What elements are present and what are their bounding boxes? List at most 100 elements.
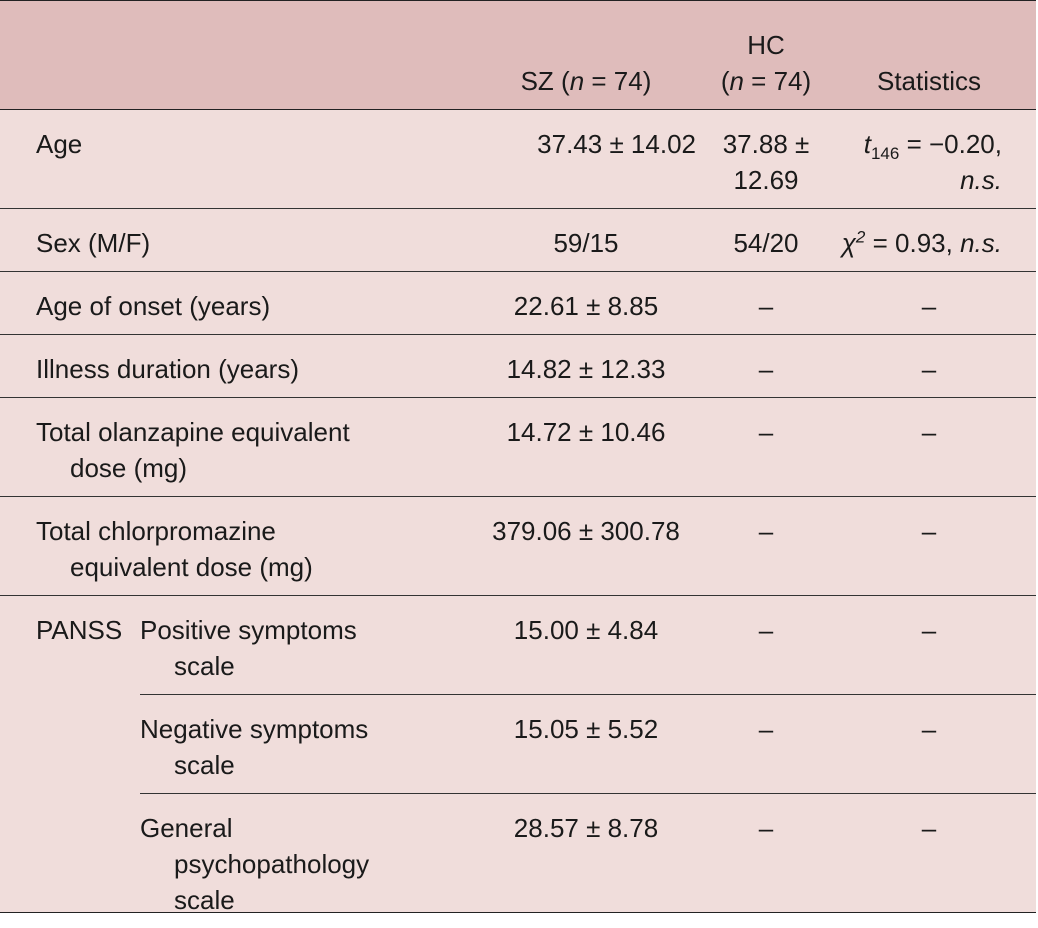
sex-stat-value: = 0.93,	[865, 228, 960, 258]
positive-label-line2: scale	[140, 648, 462, 684]
chlorpromazine-hc: –	[759, 516, 773, 546]
sex-label: Sex (M/F)	[36, 228, 150, 258]
chlorpromazine-stat: –	[922, 516, 936, 546]
general-sz: 28.57 ± 8.78	[514, 813, 658, 843]
negative-label-line1: Negative symptoms	[140, 714, 368, 744]
age-stat-value: = −0.20,	[899, 129, 1002, 159]
positive-label-line1: Positive symptoms	[140, 615, 357, 645]
sz-value: 22.61 ± 8.85	[462, 272, 710, 335]
general-label-line3: scale	[140, 882, 462, 918]
duration-label: Illness duration (years)	[36, 354, 299, 384]
duration-stat: –	[922, 354, 936, 384]
negative-sz: 15.05 ± 5.52	[514, 714, 658, 744]
duration-hc: –	[759, 354, 773, 384]
sex-sz: 59/15	[553, 228, 618, 258]
sex-stat-sup: 2	[856, 227, 865, 246]
header-row: SZ (n = 74) HC(n = 74) Statistics	[0, 1, 1036, 110]
table-row-sex: Sex (M/F) 59/15 54/20 χ2 = 0.93, n.s.	[0, 209, 1036, 272]
hc-value: –	[710, 497, 822, 596]
header-sz: SZ (n = 74)	[462, 1, 710, 110]
age-stat-df: 146	[871, 144, 899, 163]
stat-value: –	[822, 695, 1036, 794]
header-empty	[0, 1, 140, 110]
positive-stat: –	[922, 615, 936, 645]
chlorpromazine-label-line1: Total chlorpromazine	[36, 516, 276, 546]
onset-sz: 22.61 ± 8.85	[514, 291, 658, 321]
general-hc: –	[759, 813, 773, 843]
stat-value: t146 = −0.20,n.s.	[822, 110, 1036, 209]
olanzapine-sz: 14.72 ± 10.46	[507, 417, 666, 447]
negative-label-line2: scale	[140, 747, 462, 783]
chlorpromazine-label-line2: equivalent dose (mg)	[36, 549, 462, 585]
header-hc: HC(n = 74)	[710, 1, 822, 110]
header-statistics-label: Statistics	[877, 66, 981, 96]
sz-value: 14.72 ± 10.46	[462, 398, 710, 497]
stat-value: –	[822, 596, 1036, 695]
header-empty-2	[140, 1, 462, 110]
positive-hc: –	[759, 615, 773, 645]
header-hc-n: n	[729, 66, 743, 96]
header-hc-count: = 74)	[744, 66, 811, 96]
duration-sz: 14.82 ± 12.33	[507, 354, 666, 384]
olanzapine-label-line1: Total olanzapine equivalent	[36, 417, 350, 447]
hc-value: 37.88 ±12.69	[710, 110, 822, 209]
age-label: Age	[36, 129, 82, 159]
general-label-line1: General	[140, 813, 233, 843]
chlorpromazine-sz: 379.06 ± 300.78	[492, 516, 680, 546]
age-hc-line2: 12.69	[733, 165, 798, 195]
stat-value: –	[822, 398, 1036, 497]
header-sz-n: n	[570, 66, 584, 96]
stat-value: –	[822, 272, 1036, 335]
onset-label: Age of onset (years)	[36, 291, 270, 321]
olanzapine-label-line2: dose (mg)	[36, 450, 462, 486]
header-hc-label: HC	[747, 30, 785, 60]
header-sz-count: = 74)	[584, 66, 651, 96]
onset-hc: –	[759, 291, 773, 321]
sz-value: 59/15	[462, 209, 710, 272]
sex-hc: 54/20	[733, 228, 798, 258]
hc-value: –	[710, 398, 822, 497]
sz-value: 379.06 ± 300.78	[462, 497, 710, 596]
hc-value: –	[710, 695, 822, 794]
table-row-age: Age 37.43 ± 14.02 37.88 ±12.69 t146 = −0…	[0, 110, 1036, 209]
age-stat-ns: n.s.	[960, 165, 1002, 195]
sz-value: 15.00 ± 4.84	[462, 596, 710, 695]
row-label: Age of onset (years)	[0, 272, 462, 335]
row-label: Illness duration (years)	[0, 335, 462, 398]
sz-value: 28.57 ± 8.78	[462, 794, 710, 928]
sz-value: 14.82 ± 12.33	[462, 335, 710, 398]
age-sz: 37.43 ± 14.02	[537, 129, 696, 159]
header-statistics: Statistics	[822, 1, 1036, 110]
hc-value: –	[710, 794, 822, 928]
sz-value: 15.05 ± 5.52	[462, 695, 710, 794]
sex-stat-ns: n.s.	[960, 228, 1002, 258]
olanzapine-hc: –	[759, 417, 773, 447]
panss-label: PANSS	[36, 615, 122, 645]
hc-value: –	[710, 596, 822, 695]
negative-stat: –	[922, 714, 936, 744]
general-stat: –	[922, 813, 936, 843]
sex-stat-chi: χ	[842, 228, 856, 258]
negative-hc: –	[759, 714, 773, 744]
positive-sz: 15.00 ± 4.84	[514, 615, 658, 645]
panss-label-cell: PANSS	[0, 596, 140, 928]
stat-value: χ2 = 0.93, n.s.	[822, 209, 1036, 272]
stat-value: –	[822, 794, 1036, 928]
olanzapine-stat: –	[922, 417, 936, 447]
row-label: Age	[0, 110, 462, 209]
general-label-line2: psychopathology	[140, 846, 462, 882]
table-row-onset: Age of onset (years) 22.61 ± 8.85 – –	[0, 272, 1036, 335]
stat-value: –	[822, 497, 1036, 596]
